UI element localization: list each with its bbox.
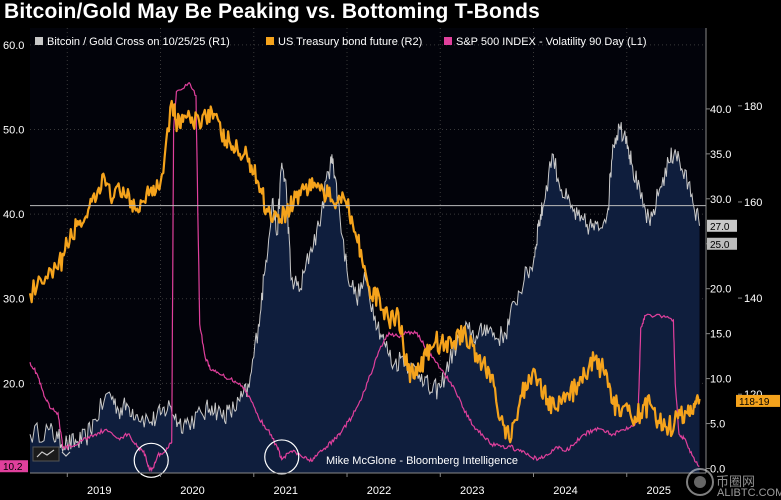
y-tick-label-r1: 5.0	[710, 419, 725, 431]
y-tick-label-r1: 10.0	[710, 374, 731, 386]
axis-ticks: 2019 2020 2021 2022 2023 2024 2025 20.0 30.0 40.0…	[3, 40, 762, 497]
y-tick-label-left: 30.0	[3, 294, 24, 306]
value-flag-box	[707, 237, 737, 250]
x-tick-label: 2024	[553, 485, 577, 497]
value-flag-label: 27.0	[710, 222, 730, 233]
x-tick-label: 2020	[180, 485, 204, 497]
value-flag-box	[736, 394, 780, 407]
series-line-bitcoin-gold	[29, 122, 700, 452]
x-tick-label: 2019	[87, 485, 111, 497]
legend-label-treasury: US Treasury bond future (R2)	[278, 36, 422, 48]
value-flags: 27.0 25.0 118-19 10.2	[0, 219, 780, 473]
value-flag-label: 25.0	[710, 240, 730, 251]
highlight-circle	[133, 442, 169, 478]
series-line-volatility	[29, 82, 700, 473]
y-tick-label-r2: 160	[744, 197, 762, 209]
legend: Bitcoin / Gold Cross on 10/25/25 (R1) US…	[35, 36, 647, 48]
legend-label-bitcoin-gold: Bitcoin / Gold Cross on 10/25/25 (R1)	[47, 36, 230, 48]
chart-title: Bitcoin/Gold May Be Peaking vs. Bottomin…	[4, 0, 541, 23]
source-annotation: Mike McGlone - Bloomberg Intelligence	[326, 455, 518, 467]
watermark-logo-inner	[694, 476, 706, 488]
chart-toggle-widget[interactable]	[32, 446, 71, 462]
x-tick-label: 2025	[647, 485, 671, 497]
series-line-treasury	[28, 99, 701, 444]
x-tick-label: 2021	[274, 485, 298, 497]
series-area-bitcoin-gold	[30, 122, 700, 473]
y-tick-label-r2: 180	[744, 101, 762, 113]
legend-swatch-bitcoin-gold	[35, 37, 43, 45]
x-tick-label: 2023	[460, 485, 484, 497]
series-lines	[28, 82, 701, 473]
y-tick-label-r1: 20.0	[710, 284, 731, 296]
y-tick-label-left: 50.0	[3, 125, 24, 137]
highlight-circles	[133, 439, 300, 478]
y-tick-label-r1: 35.0	[710, 149, 731, 161]
x-tick-label: 2022	[367, 485, 391, 497]
y-tick-label-r1: 15.0	[710, 329, 731, 341]
chart-toggle-glyph	[36, 449, 55, 458]
watermark-url: ALIBTC.COM	[717, 487, 781, 499]
y-tick-label-r1: 40.0	[710, 104, 731, 116]
chevron-down-icon[interactable]	[61, 451, 71, 457]
value-flag-label: 10.2	[3, 462, 23, 473]
y-tick-label-r2: 140	[744, 293, 762, 305]
watermark-text: 币圈网	[716, 475, 755, 490]
value-flag-box	[0, 460, 28, 473]
highlight-circle	[264, 439, 300, 475]
value-flag-label: 118-19	[739, 397, 770, 408]
gridlines	[30, 28, 706, 473]
bitcoin-gold-area	[29, 122, 700, 473]
y-tick-label-left: 40.0	[3, 209, 24, 221]
legend-swatch-treasury	[266, 37, 274, 45]
y-tick-label-r1: 0.0	[710, 464, 725, 476]
watermark-logo-icon	[686, 468, 714, 496]
y-tick-label-left: 20.0	[3, 378, 24, 390]
y-tick-label-r1: 30.0	[710, 194, 731, 206]
y-tick-label-left: 60.0	[3, 40, 24, 52]
value-flag-box	[707, 219, 737, 232]
legend-swatch-volatility	[444, 37, 452, 45]
legend-label-volatility: S&P 500 INDEX - Volatility 90 Day (L1)	[456, 36, 647, 48]
watermark: 币圈网 ALIBTC.COM	[686, 468, 781, 499]
